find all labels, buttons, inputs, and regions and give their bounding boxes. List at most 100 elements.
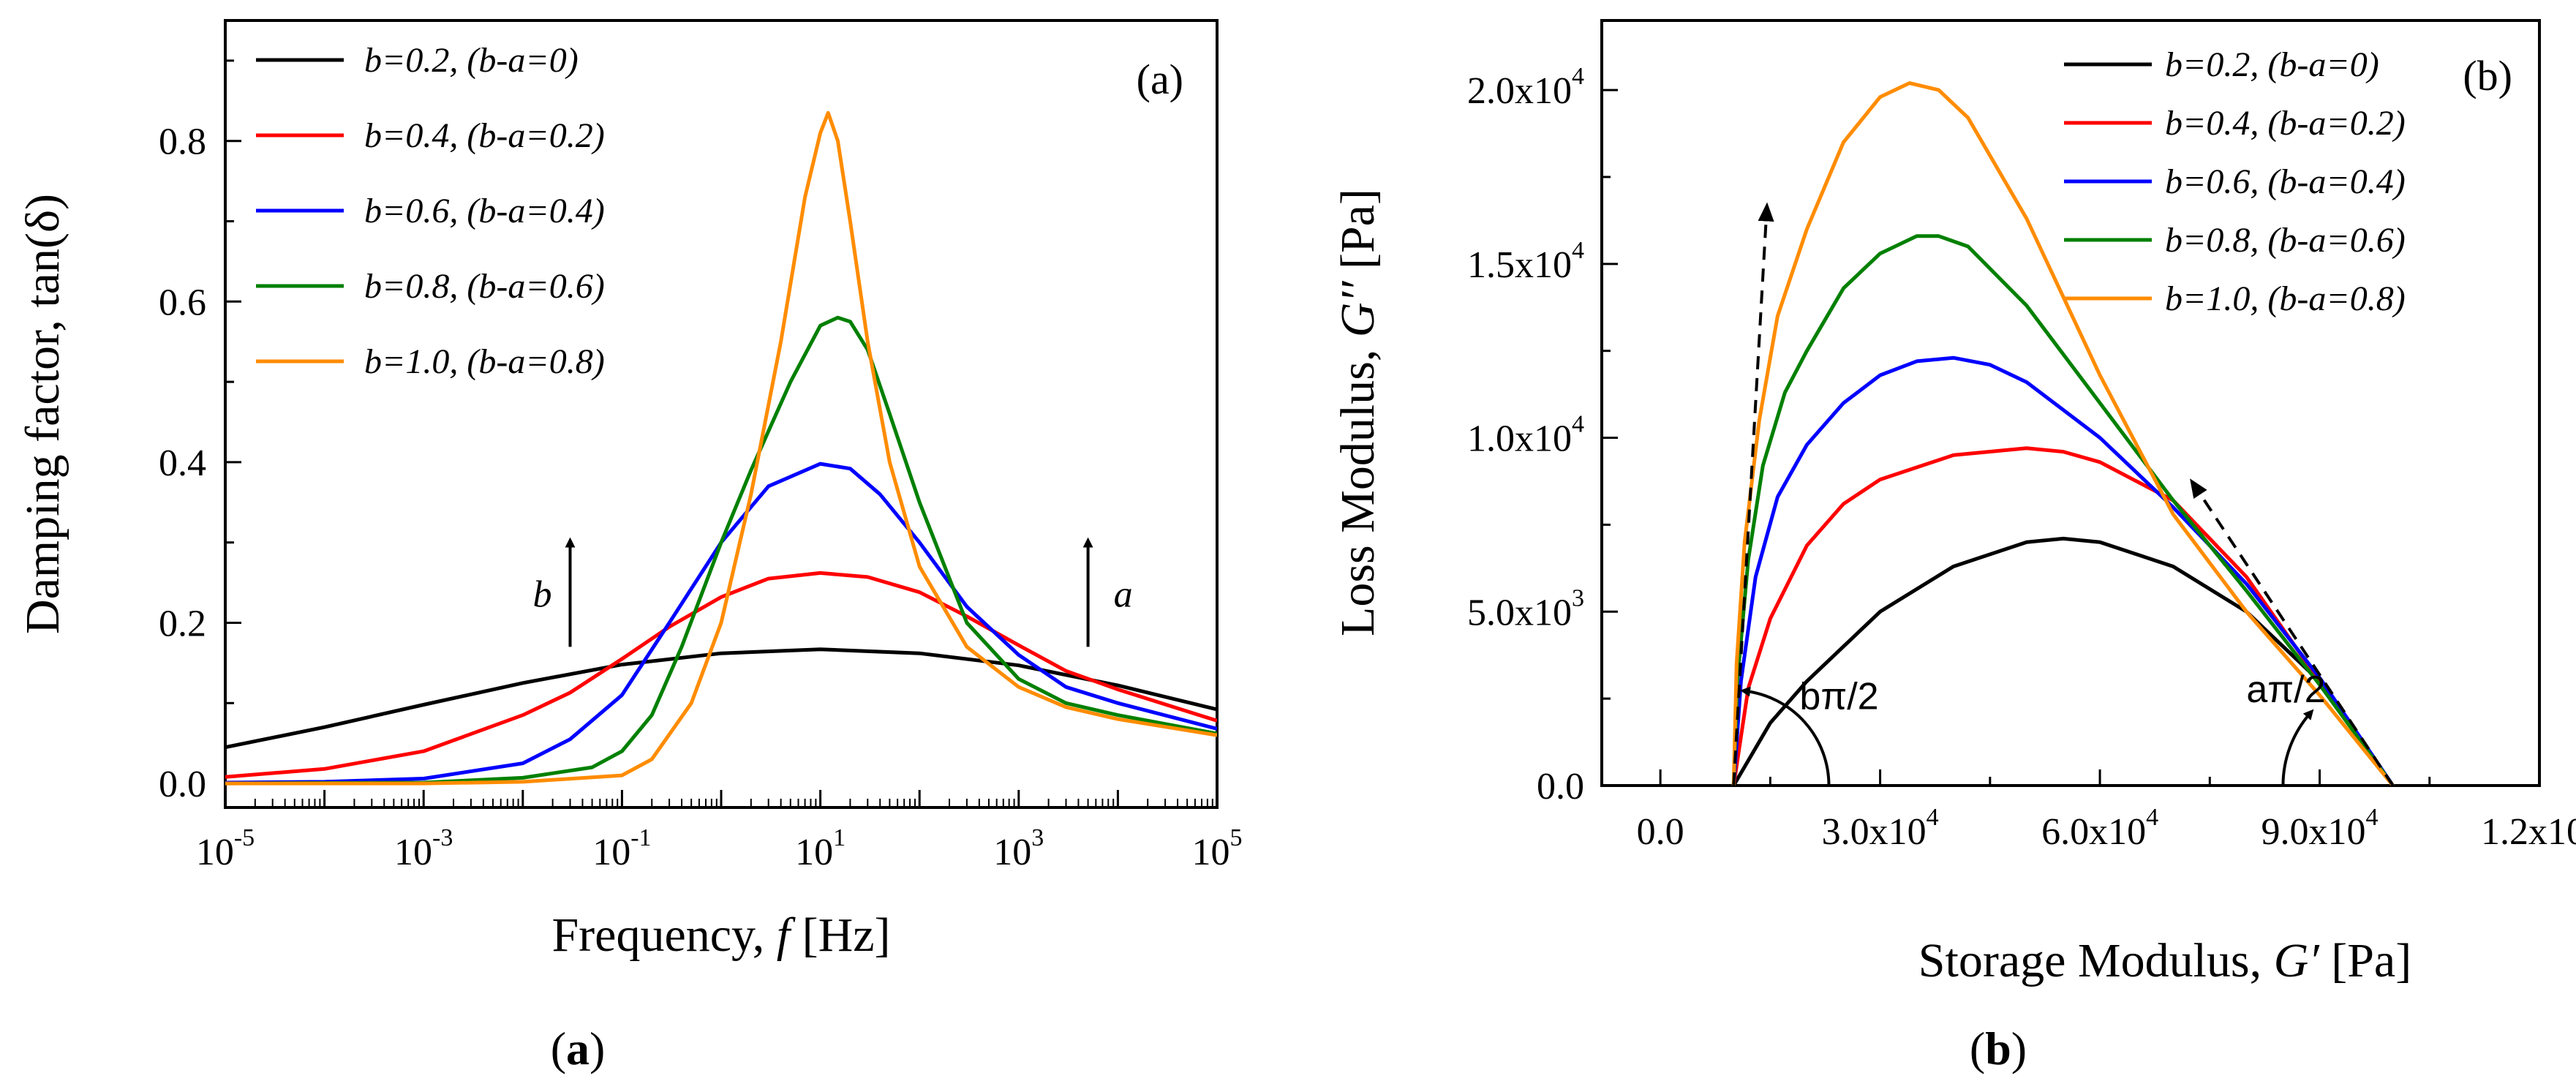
xtick-label-b: 9.0x104	[2261, 804, 2379, 853]
legend-label-b: b=1.0, (b-a=0.8)	[2165, 279, 2406, 318]
ytick-label-b: 0.0	[1537, 766, 1584, 807]
ytick-label-b: 1.0x104	[1467, 411, 1584, 460]
series-line-b	[1731, 446, 2395, 786]
ylabel-b-var: G′′	[1331, 280, 1385, 337]
xtick-base: 10	[993, 832, 1031, 873]
legend-label-a: b=0.6, (b-a=0.4)	[364, 192, 605, 230]
axes-ticks-a	[224, 59, 1219, 807]
caption-a: (a)	[551, 1023, 606, 1074]
ytick-label-a: 0.2	[159, 603, 206, 644]
ytick-label-a: 0.0	[159, 764, 206, 805]
series-group-b	[1731, 81, 2395, 786]
xtick-exp: 1	[833, 824, 846, 851]
annotation-label-a: a	[1114, 574, 1133, 616]
series-line-b	[1731, 355, 2395, 786]
ytick-mant: 1.0x10	[1467, 418, 1572, 460]
caption-a-letter: a	[566, 1023, 590, 1074]
ylabel-a: Damping factor, tan(δ)	[16, 194, 69, 634]
ytick-label-b: 2.0x104	[1467, 63, 1584, 112]
ytick-labels-a: 0.0 0.2 0.4 0.6 0.8	[159, 121, 206, 805]
ylabel-b-post: [Pa]	[1331, 189, 1385, 281]
xlabel-a-pre: Frequency,	[551, 908, 776, 962]
ytick-label-a: 0.6	[159, 282, 206, 323]
ytick-label-b: 1.5x104	[1467, 237, 1584, 286]
caption-a-open: (	[551, 1023, 566, 1074]
legend-label-b: b=0.4, (b-a=0.2)	[2165, 104, 2406, 143]
xtick-label-a: 103	[993, 824, 1044, 873]
xtick-label-b: 1.2x105	[2481, 804, 2576, 853]
caption-b-open: (	[1970, 1023, 1985, 1074]
xtick-label-a: 101	[795, 824, 846, 873]
legend-label-a: b=0.4, (b-a=0.2)	[364, 116, 605, 155]
series-line-a	[225, 571, 1217, 779]
caption-b-letter: b	[1985, 1023, 2011, 1074]
annotation-label-b: bπ/2	[1799, 675, 1878, 718]
legend-label-b: b=0.2, (b-a=0)	[2165, 45, 2379, 84]
ytick-mant: 0.0	[1537, 766, 1584, 807]
ytick-label-a: 0.4	[159, 443, 206, 484]
xlabel-a: Frequency, f [Hz]	[551, 908, 890, 962]
legend-label-b: b=0.8, (b-a=0.6)	[2165, 221, 2406, 260]
xtick-exp: 4	[1927, 804, 1939, 831]
series-line-a	[225, 110, 1217, 786]
series-group-a	[225, 110, 1217, 786]
xtick-labels-a: 10-5 10-3 10-1 101 103 105	[196, 824, 1243, 873]
xtick-exp: -1	[630, 824, 651, 851]
dashed-arrow-right	[2190, 478, 2395, 787]
series-line-b	[1732, 536, 2395, 786]
ytick-mant: 2.0x10	[1467, 70, 1572, 112]
panel-label-b: (b)	[2463, 52, 2512, 99]
xtick-label-b: 0.0	[1637, 811, 1684, 853]
xlabel-b-var: G′	[2274, 934, 2321, 987]
series-line-a	[225, 647, 1217, 750]
ytick-label-a: 0.8	[159, 121, 206, 163]
xtick-base: 10	[592, 832, 630, 873]
xtick-exp: 5	[1230, 824, 1243, 851]
xtick-label-a: 105	[1192, 824, 1243, 873]
xtick-base: 10	[1192, 832, 1230, 873]
ytick-exp: 4	[1572, 411, 1584, 438]
annotation-label-b: aπ/2	[2246, 669, 2325, 711]
xtick-base: 10	[394, 832, 432, 873]
dashed-arrow-left	[1732, 202, 1774, 786]
ylabel-b: Loss Modulus, G′′ [Pa]	[1331, 189, 1385, 636]
series-line-a	[225, 462, 1217, 785]
legend-b: b=0.2, (b-a=0) b=0.4, (b-a=0.2) b=0.6, (b-…	[2064, 45, 2406, 318]
xtick-label-a: 10-5	[196, 824, 255, 873]
annotations-b: bπ/2 aπ/2	[1732, 202, 2395, 787]
ylabel-b-pre: Loss Modulus,	[1331, 337, 1385, 636]
xtick-mant: 9.0x10	[2261, 811, 2366, 853]
xtick-label-a: 10-1	[592, 824, 651, 873]
annotation-label-a: b	[532, 574, 551, 616]
xtick-mant: 0.0	[1637, 811, 1684, 853]
xlabel-b-pre: Storage Modulus,	[1918, 934, 2274, 987]
ytick-exp: 4	[1572, 237, 1584, 264]
caption-b: (b)	[1970, 1023, 2027, 1074]
xtick-exp: 4	[2146, 804, 2158, 831]
angle-arc-right	[2281, 709, 2314, 786]
legend-a: b=0.2, (b-a=0) b=0.4, (b-a=0.2) b=0.6, (b-…	[256, 41, 605, 381]
xtick-label-a: 10-3	[394, 824, 453, 873]
xtick-exp: -3	[432, 824, 453, 851]
legend-label-a: b=0.2, (b-a=0)	[364, 41, 579, 80]
plot-frame-b	[1600, 19, 2541, 787]
xtick-mant: 6.0x10	[2041, 811, 2146, 853]
xlabel-a-post: [Hz]	[790, 908, 890, 962]
xlabel-b: Storage Modulus, G′ [Pa]	[1918, 934, 2411, 987]
legend-label-b: b=0.6, (b-a=0.4)	[2165, 162, 2406, 201]
ytick-exp: 3	[1572, 584, 1584, 611]
ytick-mant: 1.5x10	[1467, 244, 1572, 286]
xtick-exp: 4	[2366, 804, 2379, 831]
xlabel-b-post: [Pa]	[2319, 934, 2411, 987]
xtick-label-b: 3.0x104	[1822, 804, 1939, 853]
series-line-b	[1731, 81, 2395, 786]
xtick-label-b: 6.0x104	[2041, 804, 2158, 853]
ytick-label-b: 5.0x103	[1467, 584, 1584, 633]
xtick-base: 10	[196, 832, 234, 873]
xtick-mant: 3.0x10	[1822, 811, 1927, 853]
caption-a-close: )	[590, 1023, 605, 1074]
legend-label-a: b=0.8, (b-a=0.6)	[364, 267, 605, 306]
